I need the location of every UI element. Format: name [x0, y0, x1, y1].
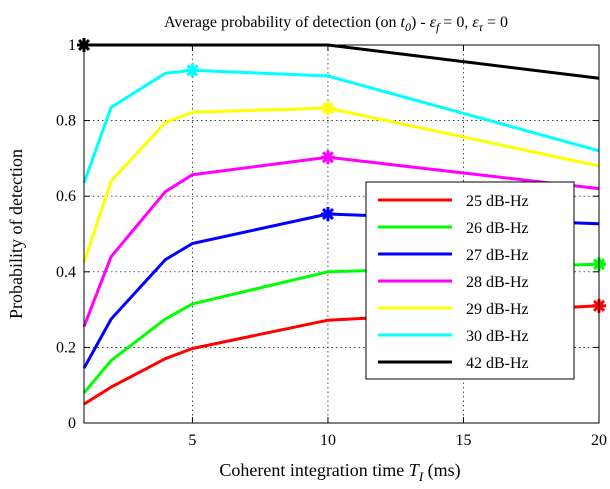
y-tick-label: 0.2 — [56, 339, 76, 356]
xlabel-suffix: (ms) — [423, 460, 461, 481]
series-line-4 — [82, 106, 600, 263]
x-tick-label: 15 — [455, 432, 471, 449]
y-tick-label: 1 — [68, 37, 76, 54]
legend-label-4: 29 dB-Hz — [466, 301, 529, 318]
legend-label-5: 30 dB-Hz — [466, 328, 529, 345]
legend-label-2: 27 dB-Hz — [466, 247, 529, 264]
title-et-sub: τ — [479, 20, 484, 34]
xlabel-sub: I — [418, 469, 424, 484]
title-et-val: = 0 — [483, 14, 508, 31]
axes-frame — [83, 44, 600, 424]
y-tick-label: 0.6 — [56, 188, 76, 205]
series-line-5 — [82, 68, 600, 184]
title-ef-sub: f — [436, 20, 441, 34]
legend-label-1: 26 dB-Hz — [466, 220, 529, 237]
marker-stroke — [186, 64, 199, 77]
title-ef-val: = 0, — [439, 14, 472, 31]
series-marker-2 — [320, 206, 335, 221]
x-tick-label: 10 — [320, 432, 336, 449]
series-line-6 — [84, 43, 600, 80]
title-t-symbol: t — [401, 14, 406, 31]
series-marker-5 — [185, 63, 200, 78]
series-line-3 — [82, 155, 600, 328]
x-axis-label: Coherent integration time TI (ms) — [219, 460, 460, 484]
chart-title: Average probability of detection (on t0)… — [164, 14, 508, 34]
marker-stroke — [321, 151, 334, 164]
y-tick-label: 0.8 — [56, 113, 76, 130]
title-ef-symbol: ε — [430, 14, 437, 31]
legend-label-6: 42 dB-Hz — [466, 355, 529, 372]
title-t-sub: 0 — [405, 20, 411, 34]
series-marker-4 — [320, 101, 335, 116]
title-et-symbol: ε — [472, 14, 479, 31]
y-tick-label: 0 — [68, 415, 76, 432]
x-tick-label: 20 — [591, 432, 607, 449]
x-tick-label: 5 — [188, 432, 196, 449]
title-prefix: Average probability of detection (on — [164, 14, 401, 31]
marker-stroke — [321, 102, 334, 115]
legend-label-3: 28 dB-Hz — [466, 274, 529, 291]
xlabel-symbol: T — [409, 460, 421, 480]
series-marker-3 — [320, 150, 335, 165]
y-tick-label: 0.4 — [56, 264, 76, 281]
title-middle: ) - — [411, 14, 430, 31]
marker-stroke — [321, 207, 334, 220]
plot-border — [83, 44, 600, 424]
xlabel-prefix: Coherent integration time — [219, 460, 408, 480]
legend-label-0: 25 dB-Hz — [466, 193, 529, 210]
y-axis-label: Probability of detection — [6, 149, 26, 319]
tick-labels: 5 10 15 20 0 0.2 0.4 0.6 0.8 1 — [56, 37, 607, 449]
legend: 25 dB-Hz 26 dB-Hz 27 dB-Hz 28 dB-Hz 29 dB-Hz… — [365, 181, 575, 380]
